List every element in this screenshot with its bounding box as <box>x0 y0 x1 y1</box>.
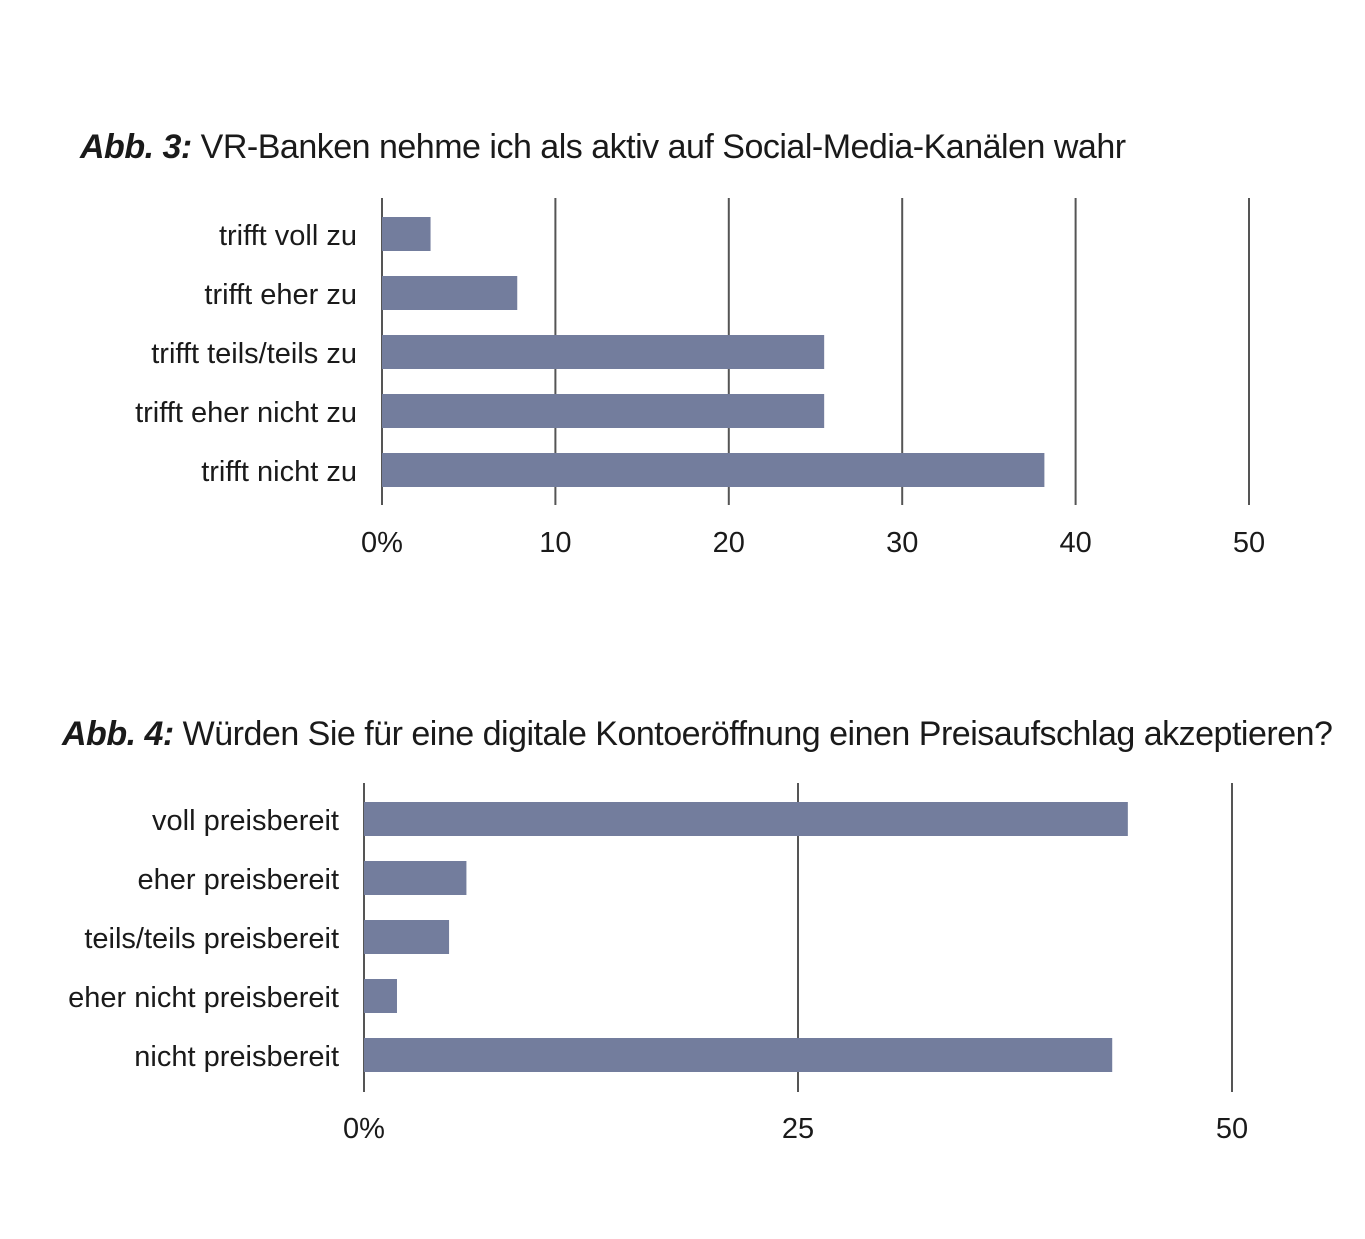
chart-1-tick-label-1: 10 <box>539 527 571 559</box>
chart-1-bar-0 <box>382 217 431 251</box>
chart-1-category-label-3: trifft eher nicht zu <box>135 397 357 429</box>
chart-2-category-label-0: voll preisbereit <box>152 805 339 837</box>
chart-2-bar-2 <box>364 920 450 954</box>
chart-2-category-label-2: teils/teils preisbereit <box>84 923 339 955</box>
chart-2-category-label-1: eher preisbereit <box>138 864 340 896</box>
chart-1-bar-2 <box>382 335 825 369</box>
chart-1-tick-label-4: 40 <box>1059 527 1091 559</box>
chart-2-bar-3 <box>364 979 397 1013</box>
chart-1-category-label-0: trifft voll zu <box>219 220 357 252</box>
chart-1-figure-label: Abb. 3: <box>80 128 192 166</box>
chart-1-tick-label-3: 30 <box>886 527 918 559</box>
chart-1-bar-1 <box>382 276 518 310</box>
chart-2-title: Abb. 4: Würden Sie für eine digitale Kon… <box>62 715 1333 754</box>
chart-1-tick-label-5: 50 <box>1233 527 1265 559</box>
chart-1-category-label-1: trifft eher zu <box>204 279 357 311</box>
chart-2-category-label-3: eher nicht preisbereit <box>68 982 339 1014</box>
chart-2-bar-0 <box>364 802 1128 836</box>
chart-2-tick-label-2: 50 <box>1216 1113 1248 1145</box>
chart-1-category-label-2: trifft teils/teils zu <box>151 338 357 370</box>
chart-1-tick-label-2: 20 <box>713 527 745 559</box>
chart-1-tick-label-0: 0% <box>361 527 403 559</box>
chart-1-bar-4 <box>382 453 1045 487</box>
chart-2-bar-1 <box>364 861 467 895</box>
chart-2-title-text: Würden Sie für eine digitale Kontoeröffn… <box>182 715 1333 753</box>
chart-1-title-text: VR-Banken nehme ich als aktiv auf Social… <box>200 128 1126 166</box>
chart-2-tick-label-0: 0% <box>343 1113 385 1145</box>
chart-1-category-label-4: trifft nicht zu <box>201 456 357 488</box>
chart-2-category-label-4: nicht preisbereit <box>134 1041 339 1073</box>
chart-2-figure-label: Abb. 4: <box>62 715 174 753</box>
chart-1-title: Abb. 3: VR-Banken nehme ich als aktiv au… <box>80 128 1126 167</box>
chart-2-tick-label-1: 25 <box>782 1113 814 1145</box>
chart-1-bar-3 <box>382 394 825 428</box>
chart-2-bar-4 <box>364 1038 1113 1072</box>
